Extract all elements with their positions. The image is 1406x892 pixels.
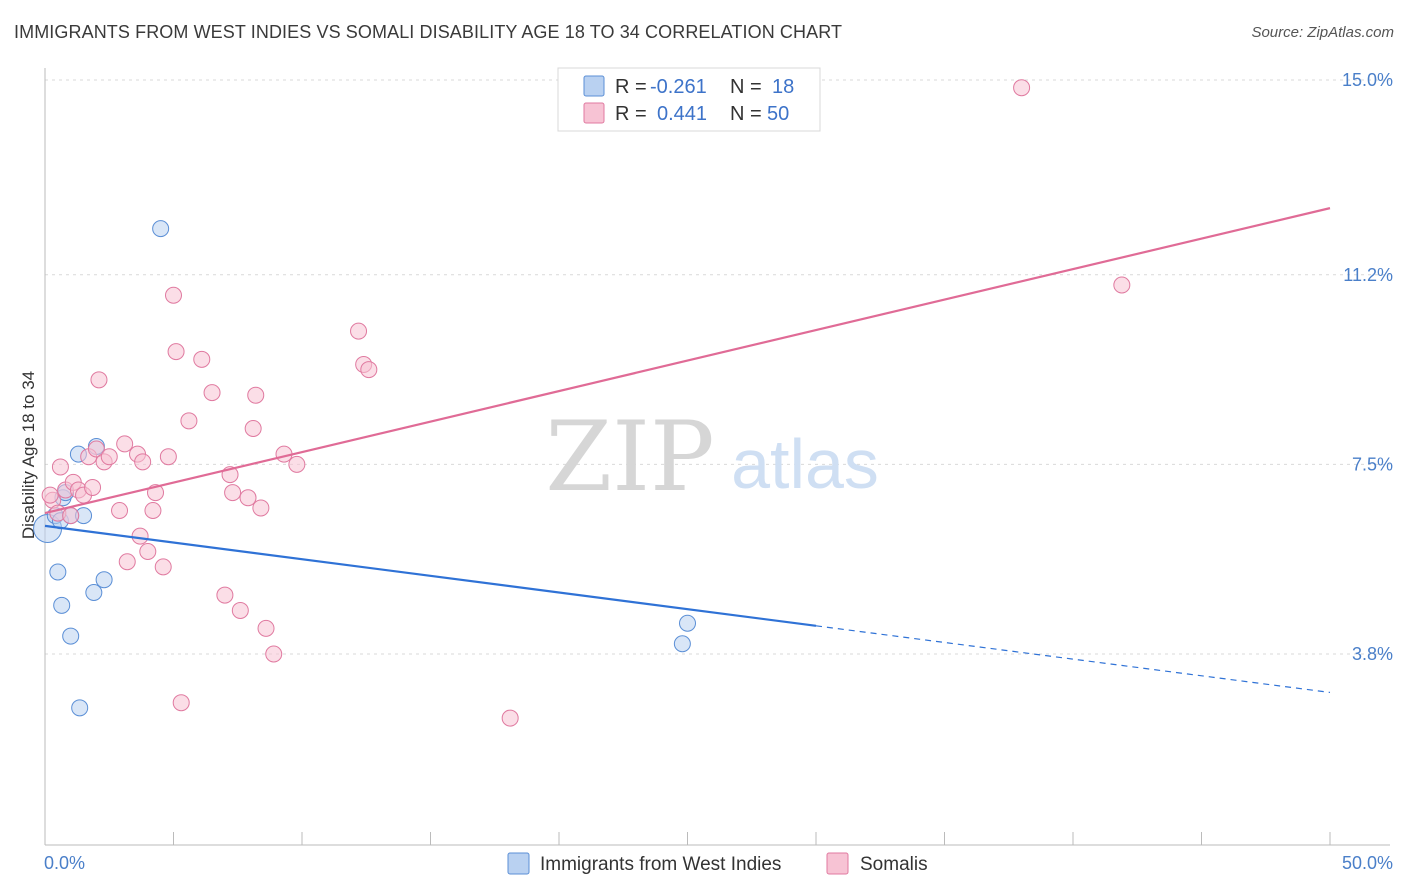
point-west-indies-13 <box>62 627 80 645</box>
point-somalis-14 <box>111 502 129 519</box>
point-somalis-10 <box>87 440 105 458</box>
point-somalis-46 <box>501 709 519 727</box>
point-somalis-37 <box>247 386 265 404</box>
point-somalis-25 <box>165 286 182 304</box>
point-somalis-16 <box>118 553 136 571</box>
point-somalis-27 <box>172 694 190 712</box>
legend-swatch-somalis <box>583 102 605 124</box>
bottom-legend-swatch-west-indies <box>507 852 530 875</box>
point-somalis-45 <box>360 361 378 379</box>
point-somalis-19 <box>134 453 152 471</box>
x-tick-label-max: 50.0% <box>1342 853 1393 873</box>
legend-swatch-west-indies <box>583 75 605 97</box>
chart-source: Source: ZipAtlas.com <box>1251 24 1394 41</box>
point-somalis-40 <box>265 645 283 663</box>
legend-bottom: Immigrants from West Indies Somalis <box>507 852 928 875</box>
series-layer <box>33 79 1331 727</box>
trend-line-west-indies <box>44 524 817 627</box>
point-somalis-42 <box>288 455 306 473</box>
point-somalis-30 <box>203 384 221 402</box>
point-somalis-48 <box>1113 276 1131 294</box>
point-somalis-31 <box>216 586 234 604</box>
watermark-atlas: atlas <box>731 425 879 503</box>
point-somalis-39 <box>257 619 275 637</box>
point-somalis-15 <box>116 435 134 453</box>
y-tick-label-0: 3.8% <box>1352 644 1393 664</box>
trend-line-west-indies-extrapolated <box>815 625 1331 694</box>
point-west-indies-14 <box>71 699 89 717</box>
point-somalis-43 <box>350 322 368 340</box>
legend-top: R = -0.261 N = 18 R = 0.441 N = 50 <box>557 67 821 132</box>
legend-r-value-1: -0.261 <box>650 76 707 98</box>
point-west-indies-17 <box>679 614 696 632</box>
point-somalis-35 <box>239 489 257 507</box>
y-tick-label-2: 11.2% <box>1343 265 1393 285</box>
trend-line-somalis <box>44 207 1331 515</box>
point-west-indies-11 <box>85 584 103 601</box>
point-somalis-49 <box>41 486 59 504</box>
point-west-indies-10 <box>53 596 71 614</box>
legend-r-value-2: 0.441 <box>657 103 707 125</box>
point-somalis-34 <box>231 601 249 619</box>
point-somalis-33 <box>224 484 242 502</box>
chart-title: IMMIGRANTS FROM WEST INDIES VS SOMALI DI… <box>14 22 843 42</box>
point-somalis-21 <box>144 502 162 519</box>
point-somalis-26 <box>167 343 185 361</box>
y-axis-label: Disability Age 18 to 34 <box>19 371 38 539</box>
point-somalis-13 <box>100 448 118 466</box>
x-tick-label-min: 0.0% <box>44 853 85 873</box>
legend-r-label-1: R = <box>615 76 647 98</box>
point-somalis-2 <box>51 458 69 476</box>
legend-n-label-1: N = <box>730 76 762 98</box>
legend-n-value-2: 50 <box>767 103 789 125</box>
point-somalis-23 <box>154 558 172 576</box>
legend-n-label-2: N = <box>730 103 762 125</box>
point-west-indies-15 <box>152 220 170 238</box>
x-axis-ticks <box>173 832 1331 845</box>
point-somalis-20 <box>139 543 157 560</box>
point-somalis-47 <box>1013 79 1031 97</box>
legend-r-label-2: R = <box>615 103 647 125</box>
bottom-legend-label-somalis: Somalis <box>860 854 928 875</box>
point-west-indies-16 <box>673 635 691 653</box>
point-west-indies-9 <box>49 563 67 581</box>
point-somalis-11 <box>90 371 108 389</box>
y-tick-labels: 3.8% 7.5% 11.2% 15.0% <box>1342 70 1393 664</box>
point-somalis-4 <box>62 507 80 525</box>
point-somalis-24 <box>159 448 177 466</box>
bottom-legend-label-west-indies: Immigrants from West Indies <box>540 854 781 875</box>
y-tick-label-3: 15.0% <box>1342 70 1393 90</box>
watermark-zip: ZIP <box>545 401 714 513</box>
point-west-indies-12 <box>95 571 113 589</box>
point-somalis-38 <box>252 499 270 517</box>
point-somalis-29 <box>193 350 211 368</box>
gridlines <box>45 79 1390 655</box>
point-somalis-36 <box>244 420 262 437</box>
legend-n-value-1: 18 <box>772 76 794 98</box>
point-somalis-9 <box>84 478 102 496</box>
point-somalis-28 <box>180 412 198 430</box>
point-somalis-18 <box>131 527 149 545</box>
y-tick-label-1: 7.5% <box>1352 454 1393 474</box>
bottom-legend-swatch-somalis <box>826 852 849 875</box>
